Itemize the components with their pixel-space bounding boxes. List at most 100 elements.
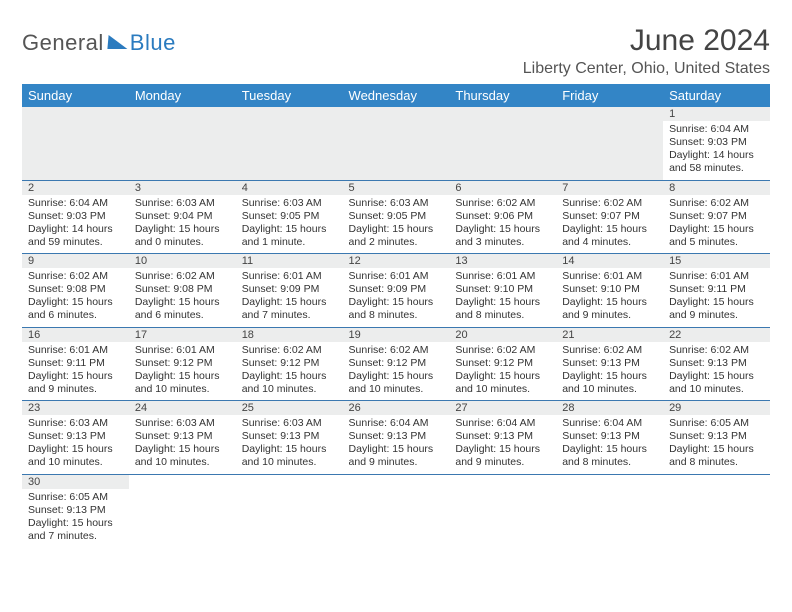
sunset-text: Sunset: 9:09 PM bbox=[349, 283, 444, 296]
header: General Blue June 2024 Liberty Center, O… bbox=[22, 24, 770, 78]
day-number: 17 bbox=[129, 328, 236, 342]
day-number: 8 bbox=[663, 181, 770, 195]
sunrise-text: Sunrise: 6:03 AM bbox=[242, 197, 337, 210]
day-number: 29 bbox=[663, 401, 770, 415]
sunrise-text: Sunrise: 6:05 AM bbox=[28, 491, 123, 504]
day-header: Saturday bbox=[663, 84, 770, 107]
sunset-text: Sunset: 9:05 PM bbox=[242, 210, 337, 223]
calendar-week-row: 16Sunrise: 6:01 AMSunset: 9:11 PMDayligh… bbox=[22, 327, 770, 401]
sunset-text: Sunset: 9:03 PM bbox=[28, 210, 123, 223]
calendar-day-cell: 7Sunrise: 6:02 AMSunset: 9:07 PMDaylight… bbox=[556, 180, 663, 254]
daylight-text: Daylight: 15 hours and 9 minutes. bbox=[562, 296, 657, 322]
sunrise-text: Sunrise: 6:04 AM bbox=[28, 197, 123, 210]
daylight-text: Daylight: 15 hours and 9 minutes. bbox=[28, 370, 123, 396]
sunset-text: Sunset: 9:11 PM bbox=[28, 357, 123, 370]
sunrise-text: Sunrise: 6:02 AM bbox=[135, 270, 230, 283]
day-detail: Sunrise: 6:02 AMSunset: 9:06 PMDaylight:… bbox=[449, 195, 556, 254]
daylight-text: Daylight: 15 hours and 1 minute. bbox=[242, 223, 337, 249]
daylight-text: Daylight: 15 hours and 7 minutes. bbox=[28, 517, 123, 543]
calendar-day-cell: 23Sunrise: 6:03 AMSunset: 9:13 PMDayligh… bbox=[22, 401, 129, 475]
sunrise-text: Sunrise: 6:02 AM bbox=[669, 197, 764, 210]
empty-cell bbox=[556, 474, 663, 547]
sunrise-text: Sunrise: 6:02 AM bbox=[28, 270, 123, 283]
daylight-text: Daylight: 15 hours and 7 minutes. bbox=[242, 296, 337, 322]
daylight-text: Daylight: 15 hours and 10 minutes. bbox=[562, 370, 657, 396]
calendar-day-cell: 27Sunrise: 6:04 AMSunset: 9:13 PMDayligh… bbox=[449, 401, 556, 475]
sunset-text: Sunset: 9:13 PM bbox=[669, 357, 764, 370]
empty-cell bbox=[663, 474, 770, 547]
daylight-text: Daylight: 15 hours and 6 minutes. bbox=[135, 296, 230, 322]
daylight-text: Daylight: 15 hours and 2 minutes. bbox=[349, 223, 444, 249]
sunset-text: Sunset: 9:13 PM bbox=[28, 504, 123, 517]
sunrise-text: Sunrise: 6:01 AM bbox=[349, 270, 444, 283]
daylight-text: Daylight: 15 hours and 10 minutes. bbox=[455, 370, 550, 396]
day-number: 24 bbox=[129, 401, 236, 415]
daylight-text: Daylight: 15 hours and 8 minutes. bbox=[669, 443, 764, 469]
day-header: Thursday bbox=[449, 84, 556, 107]
calendar-week-row: 2Sunrise: 6:04 AMSunset: 9:03 PMDaylight… bbox=[22, 180, 770, 254]
sunset-text: Sunset: 9:13 PM bbox=[28, 430, 123, 443]
sunrise-text: Sunrise: 6:02 AM bbox=[455, 197, 550, 210]
sunrise-text: Sunrise: 6:01 AM bbox=[562, 270, 657, 283]
day-detail: Sunrise: 6:01 AMSunset: 9:12 PMDaylight:… bbox=[129, 342, 236, 401]
sunset-text: Sunset: 9:13 PM bbox=[562, 430, 657, 443]
day-number: 13 bbox=[449, 254, 556, 268]
sunrise-text: Sunrise: 6:03 AM bbox=[135, 417, 230, 430]
day-number: 3 bbox=[129, 181, 236, 195]
sunset-text: Sunset: 9:13 PM bbox=[669, 430, 764, 443]
day-number: 19 bbox=[343, 328, 450, 342]
sunset-text: Sunset: 9:12 PM bbox=[455, 357, 550, 370]
day-number: 2 bbox=[22, 181, 129, 195]
daylight-text: Daylight: 15 hours and 9 minutes. bbox=[349, 443, 444, 469]
day-number: 4 bbox=[236, 181, 343, 195]
day-header: Wednesday bbox=[343, 84, 450, 107]
day-detail: Sunrise: 6:02 AMSunset: 9:07 PMDaylight:… bbox=[663, 195, 770, 254]
calendar-day-cell: 1Sunrise: 6:04 AMSunset: 9:03 PMDaylight… bbox=[663, 107, 770, 180]
sunset-text: Sunset: 9:04 PM bbox=[135, 210, 230, 223]
daylight-text: Daylight: 15 hours and 3 minutes. bbox=[455, 223, 550, 249]
day-detail: Sunrise: 6:03 AMSunset: 9:13 PMDaylight:… bbox=[22, 415, 129, 474]
sunrise-text: Sunrise: 6:04 AM bbox=[562, 417, 657, 430]
sunset-text: Sunset: 9:06 PM bbox=[455, 210, 550, 223]
day-number: 22 bbox=[663, 328, 770, 342]
calendar-day-cell: 24Sunrise: 6:03 AMSunset: 9:13 PMDayligh… bbox=[129, 401, 236, 475]
calendar-page: General Blue June 2024 Liberty Center, O… bbox=[0, 0, 792, 557]
calendar-week-row: 9Sunrise: 6:02 AMSunset: 9:08 PMDaylight… bbox=[22, 254, 770, 328]
sunset-text: Sunset: 9:07 PM bbox=[669, 210, 764, 223]
day-number: 7 bbox=[556, 181, 663, 195]
brand-logo: General Blue bbox=[22, 30, 176, 56]
sunrise-text: Sunrise: 6:04 AM bbox=[349, 417, 444, 430]
calendar-day-cell: 18Sunrise: 6:02 AMSunset: 9:12 PMDayligh… bbox=[236, 327, 343, 401]
sunrise-text: Sunrise: 6:01 AM bbox=[455, 270, 550, 283]
sunset-text: Sunset: 9:08 PM bbox=[28, 283, 123, 296]
daylight-text: Daylight: 15 hours and 0 minutes. bbox=[135, 223, 230, 249]
calendar-table: Sunday Monday Tuesday Wednesday Thursday… bbox=[22, 84, 770, 547]
daylight-text: Daylight: 14 hours and 59 minutes. bbox=[28, 223, 123, 249]
calendar-day-cell: 17Sunrise: 6:01 AMSunset: 9:12 PMDayligh… bbox=[129, 327, 236, 401]
calendar-day-cell: 20Sunrise: 6:02 AMSunset: 9:12 PMDayligh… bbox=[449, 327, 556, 401]
day-detail: Sunrise: 6:03 AMSunset: 9:05 PMDaylight:… bbox=[236, 195, 343, 254]
day-detail: Sunrise: 6:02 AMSunset: 9:13 PMDaylight:… bbox=[556, 342, 663, 401]
day-detail: Sunrise: 6:01 AMSunset: 9:11 PMDaylight:… bbox=[22, 342, 129, 401]
sunset-text: Sunset: 9:11 PM bbox=[669, 283, 764, 296]
calendar-day-cell: 3Sunrise: 6:03 AMSunset: 9:04 PMDaylight… bbox=[129, 180, 236, 254]
day-detail: Sunrise: 6:05 AMSunset: 9:13 PMDaylight:… bbox=[22, 489, 129, 548]
day-header-row: Sunday Monday Tuesday Wednesday Thursday… bbox=[22, 84, 770, 107]
calendar-day-cell: 2 Sunrise: 6:04 AMSunset: 9:03 PMDaylight… bbox=[22, 180, 129, 254]
day-number: 15 bbox=[663, 254, 770, 268]
empty-cell bbox=[556, 107, 663, 180]
day-number: 30 bbox=[22, 475, 129, 489]
day-number: 27 bbox=[449, 401, 556, 415]
day-number: 16 bbox=[22, 328, 129, 342]
month-title: June 2024 bbox=[523, 24, 770, 58]
location-text: Liberty Center, Ohio, United States bbox=[523, 60, 770, 78]
sunset-text: Sunset: 9:09 PM bbox=[242, 283, 337, 296]
calendar-day-cell: 9Sunrise: 6:02 AMSunset: 9:08 PMDaylight… bbox=[22, 254, 129, 328]
calendar-day-cell: 10Sunrise: 6:02 AMSunset: 9:08 PMDayligh… bbox=[129, 254, 236, 328]
day-detail: Sunrise: 6:03 AMSunset: 9:13 PMDaylight:… bbox=[236, 415, 343, 474]
day-number: 12 bbox=[343, 254, 450, 268]
sunrise-text: Sunrise: 6:01 AM bbox=[28, 344, 123, 357]
day-detail: Sunrise: 6:05 AMSunset: 9:13 PMDaylight:… bbox=[663, 415, 770, 474]
day-header: Tuesday bbox=[236, 84, 343, 107]
calendar-week-row: 1Sunrise: 6:04 AMSunset: 9:03 PMDaylight… bbox=[22, 107, 770, 180]
